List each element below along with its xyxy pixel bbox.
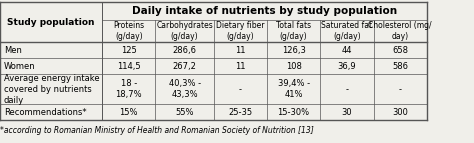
Text: -: - bbox=[399, 85, 401, 94]
Text: Daily intake of nutrients by study population: Daily intake of nutrients by study popul… bbox=[132, 6, 397, 16]
Text: 36,9: 36,9 bbox=[337, 62, 356, 71]
Text: *according to Romanian Ministry of Health and Romanian Society of Nutrition [13]: *according to Romanian Ministry of Healt… bbox=[0, 126, 314, 135]
Text: 11: 11 bbox=[235, 62, 246, 71]
Text: Saturated fat
(g/day): Saturated fat (g/day) bbox=[321, 21, 373, 41]
Text: 108: 108 bbox=[286, 62, 301, 71]
Text: 267,2: 267,2 bbox=[173, 62, 197, 71]
Text: 11: 11 bbox=[235, 46, 246, 55]
Text: 300: 300 bbox=[392, 108, 408, 117]
Text: 15-30%: 15-30% bbox=[278, 108, 310, 117]
Text: 44: 44 bbox=[342, 46, 352, 55]
Text: Proteins
(g/day): Proteins (g/day) bbox=[113, 21, 144, 41]
Text: 125: 125 bbox=[121, 46, 137, 55]
Text: 39,4% -
41%: 39,4% - 41% bbox=[278, 79, 310, 99]
Text: Cholesterol (mg/
day): Cholesterol (mg/ day) bbox=[368, 21, 432, 41]
Text: Study population: Study population bbox=[7, 18, 95, 27]
Text: Men: Men bbox=[4, 46, 22, 55]
Text: 286,6: 286,6 bbox=[173, 46, 197, 55]
Text: 658: 658 bbox=[392, 46, 408, 55]
Text: Recommendations*: Recommendations* bbox=[4, 108, 86, 117]
Text: Carbohydrates
(g/day): Carbohydrates (g/day) bbox=[156, 21, 213, 41]
Text: -: - bbox=[346, 85, 348, 94]
Text: Dietary fiber
(g/day): Dietary fiber (g/day) bbox=[216, 21, 264, 41]
Text: Average energy intake
covered by nutrients
daily: Average energy intake covered by nutrien… bbox=[4, 74, 100, 105]
Text: Total fats
(g/day): Total fats (g/day) bbox=[276, 21, 311, 41]
Text: 40,3% -
43,3%: 40,3% - 43,3% bbox=[169, 79, 201, 99]
Text: 30: 30 bbox=[342, 108, 352, 117]
Text: 126,3: 126,3 bbox=[282, 46, 306, 55]
Text: Women: Women bbox=[4, 62, 36, 71]
Text: 586: 586 bbox=[392, 62, 408, 71]
Text: 114,5: 114,5 bbox=[117, 62, 140, 71]
Text: 25-35: 25-35 bbox=[228, 108, 252, 117]
Text: -: - bbox=[239, 85, 242, 94]
Text: 18 -
18,7%: 18 - 18,7% bbox=[115, 79, 142, 99]
Text: 55%: 55% bbox=[175, 108, 194, 117]
Text: 15%: 15% bbox=[119, 108, 138, 117]
